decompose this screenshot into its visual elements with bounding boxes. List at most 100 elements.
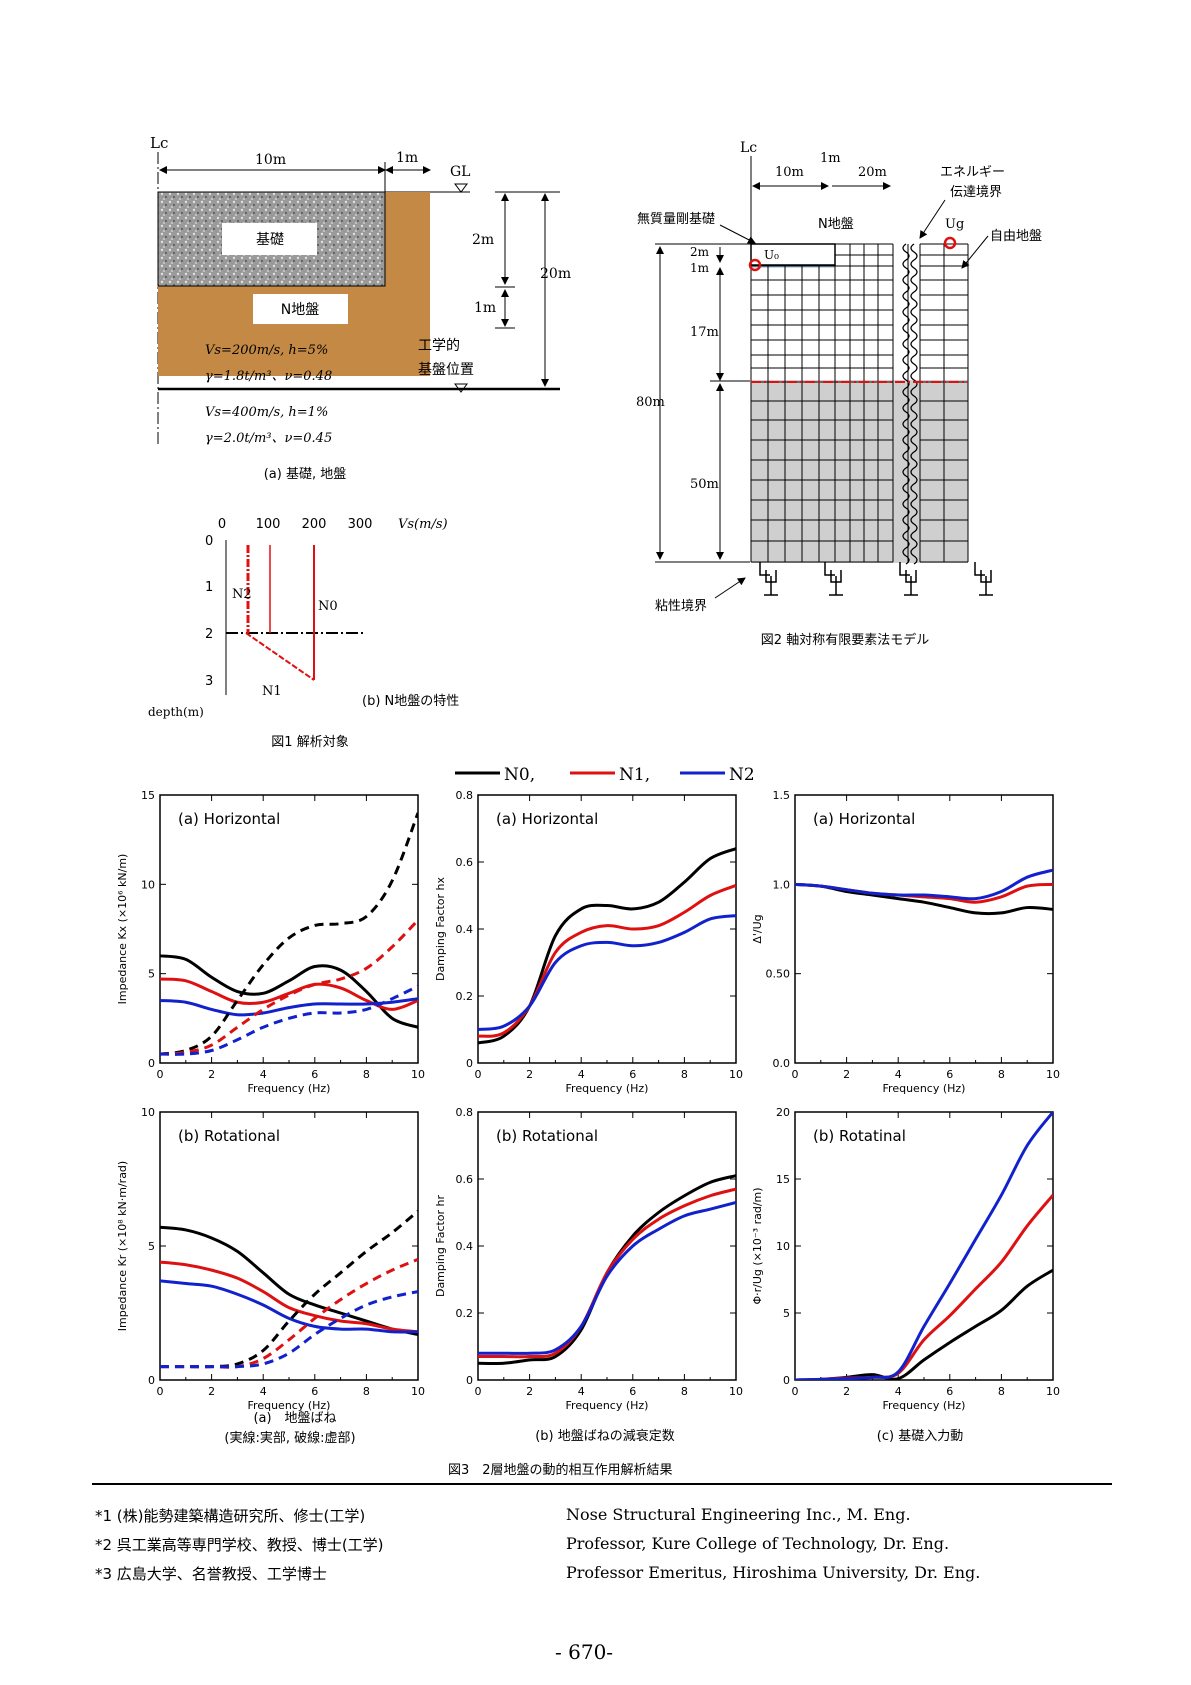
base-label-1: 工学的 [418, 338, 460, 354]
x-tick-label: 8 [998, 1385, 1005, 1398]
x-axis-label: Frequency (Hz) [248, 1399, 331, 1412]
caption-c: (c) 基礎入力動 [877, 1429, 963, 1444]
depth-tick-1: 1 [205, 580, 213, 595]
y-tick-label: 5 [783, 1307, 790, 1320]
x-tick-label: 2 [843, 1068, 850, 1081]
x-tick-label: 10 [411, 1385, 425, 1398]
x-tick-label: 6 [946, 1385, 953, 1398]
y-tick-label: 0 [783, 1374, 790, 1387]
nsoil-label: N地盤 [818, 217, 854, 232]
x-tick-label: 4 [260, 1068, 267, 1081]
y-tick-label: 15 [141, 789, 155, 802]
y-tick-label: 0.4 [456, 923, 474, 936]
fig2-dim-10m: 10m [775, 165, 804, 180]
fig1-title: 図1 解析対象 [271, 735, 348, 750]
legend: N0, N1, N2 [455, 765, 755, 785]
x-tick-label: 0 [157, 1385, 164, 1398]
depth-tick-0: 0 [205, 534, 213, 549]
plot-4: 0 2 4 6 8 10 0 5 10 (b) Rotational Frequency (Hz) I… [116, 1106, 425, 1412]
legend-n1: N1, [619, 765, 650, 785]
fig3-plots: N0, N1, N2 0 2 4 6 8 10 0 5 10 15 (a) Horizontal Fr… [116, 765, 1060, 1446]
page-number: - 670- [555, 1640, 614, 1664]
fig2-dim-20m: 20m [858, 165, 887, 180]
series-line-n2 [160, 1279, 418, 1334]
y-tick-label: 5 [148, 968, 155, 981]
footnote-jp-3: *3 広島大学、名誉教授、工学博士 [95, 1565, 327, 1583]
x-tick-label: 6 [629, 1068, 636, 1081]
x-axis-label: Frequency (Hz) [248, 1082, 331, 1095]
fig1a-caption: (a) 基礎, 地盤 [264, 467, 347, 482]
x-tick-label: 2 [208, 1068, 215, 1081]
y-tick-label: 0.0 [773, 1057, 791, 1070]
x-tick-label: 4 [895, 1068, 902, 1081]
x-tick-label: 2 [843, 1385, 850, 1398]
foundation-label: 基礎 [256, 231, 284, 248]
y-axis-label: Impedance Kx (×10⁶ kN/m) [116, 854, 129, 1005]
caption-b: (b) 地盤ばねの減衰定数 [535, 1428, 675, 1444]
layer1-props-b: γ=1.8t/m³、ν=0.48 [205, 369, 332, 384]
fig2-dim-17m: 17m [690, 325, 719, 340]
base-label-2: 基盤位置 [418, 361, 474, 378]
x-tick-label: 4 [260, 1385, 267, 1398]
plot-title: (a) Horizontal [178, 810, 280, 828]
fig1-dim-1m: 1m [396, 150, 418, 166]
x-tick-label: 0 [157, 1068, 164, 1081]
fig2-title: 図2 軸対称有限要素法モデル [761, 632, 929, 648]
x-tick-label: 8 [363, 1068, 370, 1081]
x-tick-label: 10 [1046, 1385, 1060, 1398]
y-tick-label: 10 [141, 1106, 155, 1119]
fig2-lc: Lc [740, 140, 757, 156]
energy-label-2: 伝達境界 [950, 185, 1002, 200]
y-axis-label: Impedance Kr (×10⁸ kN·m/rad) [116, 1161, 129, 1331]
plot-3: 0 2 4 6 8 10 0.0 0.50 1.0 1.5 (a) Horizontal Freque… [751, 789, 1060, 1095]
fig1b-caption: (b) N地盤の特性 [362, 694, 459, 709]
y-axis-label: Φ·r/Ug (×10⁻³ rad/m) [751, 1187, 764, 1304]
series-line-n1 [160, 1260, 418, 1334]
x-tick-label: 0 [475, 1385, 482, 1398]
n0-label: N0 [318, 599, 338, 614]
y-tick-label: 0.2 [456, 1307, 474, 1320]
fig1-dim-1m-b: 1m [474, 300, 496, 316]
fig2-dim-80m: 80m [636, 395, 665, 410]
plot-frame [794, 1111, 1054, 1381]
fig1-lc: Lc [150, 134, 168, 152]
plot-frame [159, 794, 419, 1064]
series-line-n0 [160, 1225, 418, 1336]
series-line-n2 [795, 1112, 1053, 1380]
x-axis-label: Frequency (Hz) [883, 1399, 966, 1412]
soil-label: N地盤 [281, 302, 319, 318]
series-line-n0 [160, 954, 418, 1029]
x-tick-label: 4 [895, 1385, 902, 1398]
free-label: 自由地盤 [990, 229, 1042, 244]
fig1-gl: GL [450, 164, 470, 180]
vs-tick-100: 100 [256, 517, 281, 532]
depth-tick-2: 2 [205, 627, 213, 642]
plot-title: (a) Horizontal [496, 810, 598, 828]
y-tick-label: 15 [776, 1173, 790, 1186]
fig2-dim-1m: 1m [820, 151, 841, 166]
plot-6: 0 2 4 6 8 10 0 5 10 15 20 (b) Rotatinal Frequency (H… [751, 1106, 1060, 1412]
x-tick-label: 8 [363, 1385, 370, 1398]
series-line-n2 [160, 997, 418, 1017]
y-tick-label: 0 [148, 1057, 155, 1070]
layer1-props-a: Vs=200m/s, h=5% [205, 343, 328, 358]
x-tick-label: 8 [998, 1068, 1005, 1081]
x-tick-label: 6 [629, 1385, 636, 1398]
x-tick-label: 4 [578, 1068, 585, 1081]
footnote-jp-2: *2 呉工業高等専門学校、教授、博士(工学) [95, 1536, 384, 1554]
y-tick-label: 5 [148, 1240, 155, 1253]
top-figures: Lc 10m 1m GL 基礎 N地盤 2m 1m 20m Vs=200m/s,… [148, 134, 1042, 750]
vs-tick-0: 0 [218, 517, 226, 532]
footnote-divider [92, 1483, 1112, 1485]
series-line-n2-dashed [160, 984, 418, 1056]
fig1-dim-10m: 10m [255, 152, 286, 168]
y-tick-label: 10 [141, 878, 155, 891]
x-tick-label: 6 [946, 1068, 953, 1081]
y-axis-label: Damping Factor hr [434, 1194, 447, 1297]
vs-tick-300: 300 [348, 517, 373, 532]
y-tick-label: 0 [466, 1374, 473, 1387]
y-tick-label: 20 [776, 1106, 790, 1119]
fig2-diagram: Lc 10m 1m 20m エネルギー 伝達境界 無質量剛基礎 N地盤 自由地盤… [636, 140, 1042, 648]
vs-unit: Vs(m/s) [398, 517, 448, 532]
series-line-n2-dashed [160, 1290, 418, 1369]
